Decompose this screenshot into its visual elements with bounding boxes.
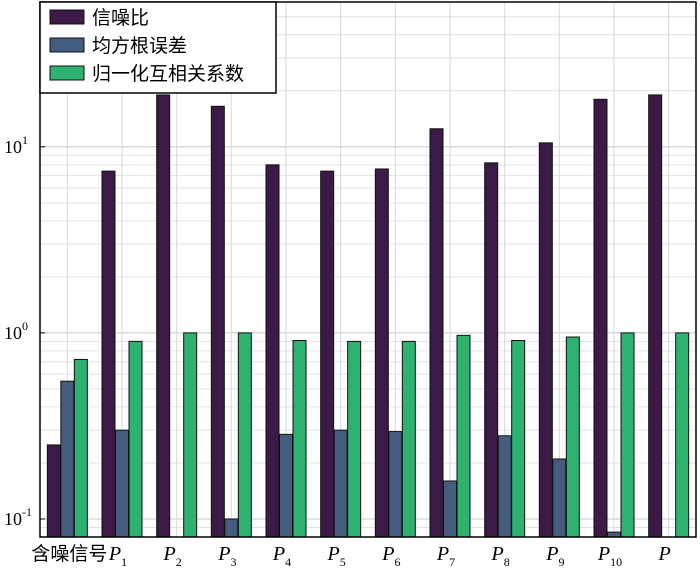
legend-swatch-2 — [49, 37, 85, 53]
bar-series-3-cat-11 — [620, 332, 635, 538]
bar-series-3-cat-4 — [237, 332, 252, 538]
legend-label-2: 均方根误差 — [92, 35, 187, 57]
x-tick-label-11: P10 — [597, 543, 622, 569]
bar-series-2-cat-1 — [60, 380, 75, 538]
bar-series-3-cat-3 — [183, 332, 198, 538]
x-tick-label-2: P1 — [108, 543, 127, 569]
y-tick-label-2: 100 — [4, 319, 28, 343]
bar-series-2-cat-5 — [279, 433, 293, 538]
bar-series-1-cat-12 — [648, 94, 663, 538]
bars — [46, 94, 690, 538]
bar-series-2-cat-2 — [115, 429, 129, 538]
legend-label-1: 信噪比 — [92, 7, 149, 29]
bar-series-2-cat-10 — [552, 458, 567, 538]
bar-series-3-cat-6 — [347, 340, 362, 538]
bar-series-3-cat-2 — [128, 340, 143, 538]
x-axis-ticks: 含噪信号 P1 P2 P3 P4 P5 P6 P7 P8 P9 P10 P — [31, 543, 670, 569]
bar-series-1-cat-1 — [46, 444, 61, 538]
bar-series-1-cat-7 — [374, 168, 389, 538]
bar-series-1-cat-6 — [320, 170, 335, 538]
bar-series-1-cat-5 — [265, 164, 280, 538]
bar-series-1-cat-9 — [484, 162, 499, 538]
bar-series-3-cat-7 — [401, 340, 416, 538]
bar-series-3-cat-8 — [456, 334, 471, 538]
bar-series-1-cat-3 — [156, 94, 171, 538]
x-tick-label-6: P5 — [327, 543, 346, 569]
legend-swatch-1 — [49, 9, 85, 25]
x-tick-label-4: P3 — [217, 543, 236, 569]
bar-series-1-cat-4 — [210, 105, 225, 538]
bar-series-1-cat-2 — [101, 170, 116, 538]
x-tick-label-3: P2 — [163, 543, 182, 569]
legend-label-3: 归一化互相关系数 — [92, 63, 244, 85]
y-tick-label-3: 101 — [4, 133, 28, 157]
bar-series-3-cat-5 — [292, 340, 307, 538]
x-tick-label-5: P4 — [272, 543, 291, 569]
x-tick-label-1: 含噪信号 — [31, 543, 107, 565]
bar-series-3-cat-1 — [73, 358, 88, 538]
bar-series-3-cat-12 — [675, 332, 690, 538]
bar-series-2-cat-9 — [497, 435, 512, 538]
bar-series-3-cat-10 — [565, 336, 580, 538]
x-tick-label-7: P6 — [381, 543, 400, 569]
bar-series-3-cat-9 — [511, 340, 526, 538]
bar-series-2-cat-7 — [388, 431, 403, 538]
x-tick-label-10: P9 — [545, 543, 564, 569]
y-axis-ticks: 10-1 100 101 — [4, 133, 45, 529]
y-tick-label-1: 10-1 — [4, 505, 32, 529]
bar-series-2-cat-8 — [443, 480, 457, 538]
bar-series-2-cat-4 — [224, 518, 239, 538]
x-tick-label-8: P7 — [436, 543, 455, 569]
x-tick-label-12: P — [658, 543, 671, 565]
x-tick-label-9: P8 — [491, 543, 510, 569]
legend-swatch-3 — [49, 65, 85, 81]
bar-series-1-cat-10 — [538, 142, 553, 538]
bar-series-1-cat-11 — [593, 98, 608, 538]
bar-series-1-cat-8 — [429, 128, 444, 538]
bar-series-2-cat-6 — [333, 429, 348, 538]
plot-frame — [39, 1, 697, 538]
